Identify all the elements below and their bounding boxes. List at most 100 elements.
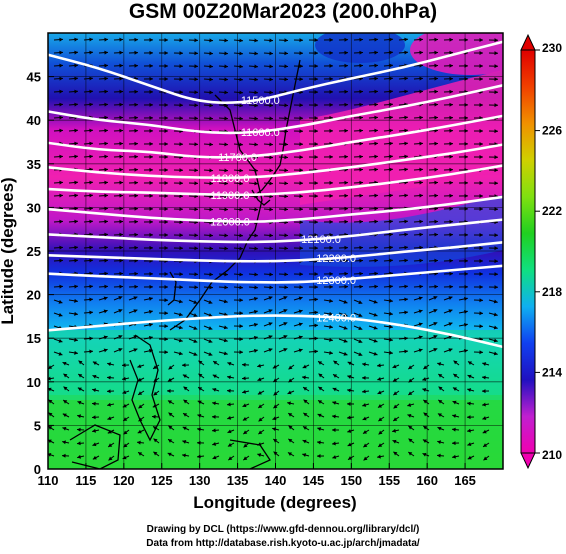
wind-arrowhead	[242, 376, 246, 381]
wind-arrowhead	[419, 115, 423, 120]
wind-arrowhead	[74, 284, 78, 289]
wind-arrowhead	[332, 387, 337, 392]
wind-arrowhead	[164, 311, 168, 316]
wind-arrowhead	[374, 258, 378, 263]
wind-arrowhead	[299, 38, 303, 43]
contour-label: 11500.0	[241, 95, 280, 107]
wind-arrowhead	[332, 401, 337, 405]
wind-arrowhead	[449, 76, 453, 81]
credit-data-source: Data from http://database.rish.kyoto-u.a…	[146, 538, 420, 549]
wind-arrowhead	[317, 427, 322, 431]
wind-arrowhead	[493, 351, 498, 356]
wind-arrowhead	[257, 453, 262, 457]
wind-arrowhead	[452, 414, 457, 419]
wind-arrowhead	[212, 374, 217, 379]
wind-arrowhead	[119, 141, 123, 146]
contour-line	[48, 164, 503, 197]
wind-arrowhead	[194, 285, 198, 290]
wind-arrowhead	[89, 284, 93, 289]
wind-arrowhead	[104, 193, 108, 198]
wind-arrowhead	[164, 350, 168, 355]
wind-arrowhead	[389, 63, 393, 68]
wind-arrowhead	[359, 102, 363, 107]
wind-arrowhead	[344, 284, 348, 289]
wind-arrowhead	[449, 180, 453, 185]
wind-arrowhead	[299, 129, 303, 134]
wind-arrowhead	[314, 297, 318, 302]
colorbar-tick-label: 222	[542, 204, 562, 218]
wind-arrowhead	[343, 299, 348, 304]
wind-arrowhead	[347, 401, 351, 406]
wind-arrowhead	[182, 374, 187, 379]
wind-arrowhead	[228, 456, 233, 461]
wind-arrowhead	[239, 168, 243, 173]
wind-arrowhead	[164, 272, 168, 277]
wind-arrowhead	[149, 180, 153, 185]
wind-arrowhead	[404, 193, 408, 198]
wind-arrowhead	[449, 193, 453, 198]
wind-arrowhead	[479, 142, 483, 147]
wind-arrowhead	[404, 154, 408, 159]
wind-arrowhead	[378, 443, 383, 447]
wind-arrowhead	[74, 102, 78, 107]
wind-arrowhead	[434, 180, 438, 185]
wind-arrowhead	[119, 258, 123, 263]
wind-arrowhead	[314, 64, 318, 69]
x-tick-label: 140	[265, 473, 287, 488]
coastlines	[69, 59, 301, 469]
wind-arrowhead	[119, 245, 123, 250]
x-axis-label: Longitude (degrees)	[193, 493, 356, 512]
wind-arrowhead	[194, 142, 198, 147]
wind-arrowhead	[89, 349, 93, 354]
wind-arrowhead	[104, 115, 108, 120]
wind-arrowhead	[479, 207, 483, 212]
wind-arrowhead	[314, 142, 318, 147]
wind-arrowhead	[164, 38, 168, 43]
wind-arrowhead	[347, 415, 351, 420]
wind-arrowhead	[134, 193, 138, 198]
wind-arrowhead	[104, 76, 108, 81]
wind-arrowhead	[314, 207, 318, 212]
wind-arrowhead	[92, 428, 97, 433]
wind-arrowhead	[209, 64, 213, 69]
wind-arrowhead	[467, 374, 472, 379]
wind-arrowhead	[359, 141, 363, 146]
wind-arrowhead	[104, 102, 108, 107]
wind-arrowhead	[168, 425, 173, 430]
wind-arrowhead	[419, 141, 423, 146]
wind-arrowhead	[119, 193, 123, 198]
wind-arrowhead	[479, 129, 483, 134]
contour-line	[48, 240, 503, 263]
wind-arrowhead	[134, 141, 138, 146]
wind-arrowhead	[183, 399, 188, 404]
wind-arrowhead	[494, 168, 498, 173]
wind-arrowhead	[479, 324, 483, 329]
wind-arrowhead	[134, 258, 138, 263]
wind-arrowhead	[194, 64, 198, 69]
wind-arrowhead	[422, 377, 427, 381]
wind-arrowhead	[223, 351, 228, 356]
wind-arrowhead	[239, 207, 243, 212]
wind-arrowhead	[167, 377, 172, 382]
wind-arrowhead	[359, 89, 363, 94]
wind-arrowhead	[213, 361, 218, 365]
wind-arrowhead	[58, 338, 63, 343]
wind-arrowhead	[374, 193, 378, 198]
colorbar-ticks: 230 226 222 218 214 210	[535, 41, 562, 462]
y-tick-label: 20	[27, 288, 41, 303]
wind-arrowhead	[209, 285, 213, 290]
wind-arrowhead	[194, 116, 198, 121]
wind-arrowhead	[74, 219, 78, 224]
wind-arrowhead	[92, 374, 97, 379]
wind-arrowhead	[242, 389, 247, 394]
wind-arrowhead	[284, 181, 288, 186]
wind-arrowhead	[209, 181, 213, 186]
wind-arrowhead	[164, 155, 168, 160]
y-tick-label: 0	[34, 462, 41, 477]
wind-arrowhead	[493, 325, 498, 330]
credit-dcl: Drawing by DCL (https://www.gfd-dennou.o…	[146, 524, 420, 535]
wind-arrowhead	[89, 154, 93, 159]
colorbar-bottom-arrow	[520, 452, 536, 470]
wind-arrowhead	[227, 402, 231, 407]
wind-arrowhead	[268, 322, 273, 326]
